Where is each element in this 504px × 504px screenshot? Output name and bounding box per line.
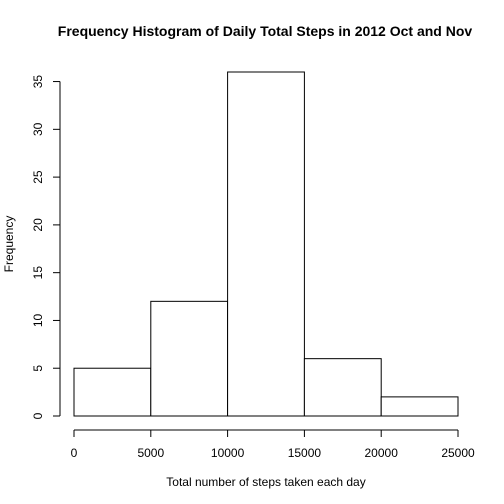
y-tick-label-6: 30 (31, 122, 45, 136)
y-tick-label-1: 5 (31, 365, 45, 372)
y-tick-label-5: 25 (31, 170, 45, 184)
bars-layer (73, 71, 459, 417)
y-tick-label-2: 10 (31, 313, 45, 327)
y-tick-label-7: 35 (31, 75, 45, 89)
x-tick-label-5: 25000 (441, 446, 475, 460)
y-tick-label-0: 0 (31, 412, 45, 419)
x-tick-label-1: 5000 (137, 446, 164, 460)
y-axis-label: Frequency (2, 216, 16, 273)
x-tick-label-0: 0 (71, 446, 78, 460)
x-tick-label-2: 10000 (211, 446, 245, 460)
y-axis: 0 5 10 15 20 25 30 35 (31, 75, 61, 419)
y-tick-label-4: 20 (31, 218, 45, 232)
chart-title: Frequency Histogram of Daily Total Steps… (58, 23, 473, 39)
x-tick-label-4: 20000 (365, 446, 399, 460)
histogram-bar-1 (73, 367, 152, 417)
histogram-bar-2 (150, 300, 229, 417)
x-axis: 0 5000 10000 15000 20000 25000 (71, 429, 475, 460)
histogram-bar-4 (303, 358, 382, 417)
x-tick-label-3: 15000 (288, 446, 322, 460)
y-tick-label-3: 15 (31, 266, 45, 280)
histogram-bar-3 (227, 71, 305, 417)
histogram-bar-5 (380, 396, 459, 417)
x-axis-label: Total number of steps taken each day (166, 475, 365, 489)
